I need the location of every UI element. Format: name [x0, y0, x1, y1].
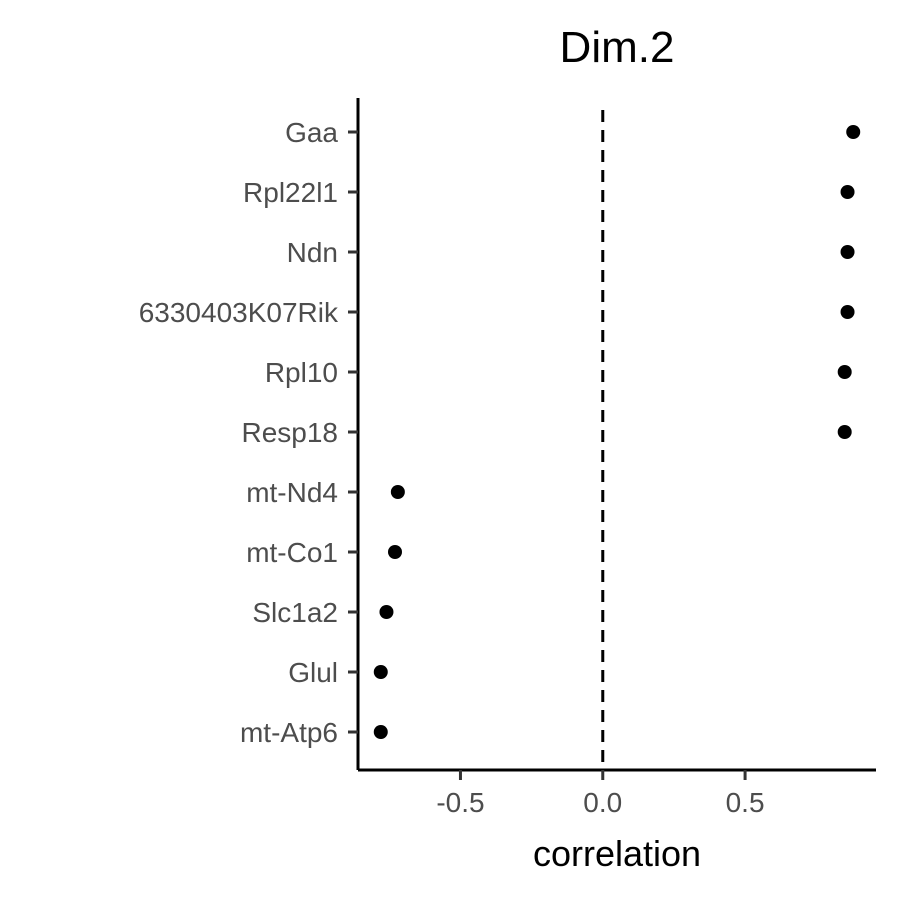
y-tick-label: 6330403K07Rik [139, 297, 339, 328]
data-point [390, 485, 405, 499]
data-point [837, 425, 852, 439]
data-point [379, 605, 394, 619]
data-point [846, 125, 861, 139]
x-tick-label: -0.5 [436, 787, 484, 818]
data-point [388, 545, 402, 559]
data-point [840, 185, 855, 199]
y-tick-label: Slc1a2 [252, 597, 338, 628]
x-tick-label: 0.5 [726, 787, 765, 818]
x-tick-label: 0.0 [583, 787, 622, 818]
y-tick-label: Ndn [287, 237, 338, 268]
data-point [840, 305, 855, 319]
y-tick-label: mt-Nd4 [246, 477, 338, 508]
y-tick-label: mt-Co1 [246, 537, 338, 568]
data-point [373, 665, 388, 679]
data-point [837, 365, 852, 379]
y-tick-label: mt-Atp6 [240, 717, 338, 748]
y-tick-label: Glul [288, 657, 338, 688]
chart-title: Dim.2 [560, 23, 675, 72]
data-point [373, 725, 388, 739]
y-tick-label: Resp18 [241, 417, 338, 448]
x-axis-label: correlation [533, 833, 701, 874]
y-tick-label: Gaa [285, 117, 338, 148]
data-point [840, 245, 855, 259]
y-tick-label: Rpl22l1 [243, 177, 338, 208]
y-tick-label: Rpl10 [265, 357, 338, 388]
